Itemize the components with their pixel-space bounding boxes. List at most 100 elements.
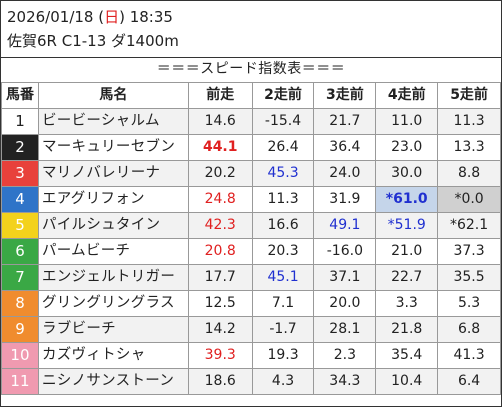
- table-row: 9 ラブビーチ 14.2 -1.7 28.1 21.8 6.8: [1, 316, 501, 343]
- horse-number-badge: 4: [1, 186, 39, 213]
- last-race-value: 12.5: [187, 290, 253, 317]
- header-divider: [1, 57, 501, 58]
- horse-name: マリノバレリーナ: [37, 160, 189, 187]
- 2-races-ago-value: 7.1: [251, 290, 315, 317]
- last-race-value: 20.8: [187, 238, 253, 265]
- table-row: 7 エンジェルトリガー 17.7 45.1 37.1 22.7 35.5: [1, 264, 501, 291]
- 2-races-ago-value: 45.3: [251, 160, 315, 187]
- last-race-value: 24.8: [187, 186, 253, 213]
- 4-races-ago-value: 35.4: [375, 342, 439, 369]
- last-race-value: 20.2: [187, 160, 253, 187]
- table-row: 10 カズヴィトシャ 39.3 19.3 2.3 35.4 41.3: [1, 342, 501, 369]
- horse-name: マーキュリーセブン: [37, 134, 189, 161]
- 2-races-ago-value: -1.7: [251, 316, 315, 343]
- last-race-value: 39.3: [187, 342, 253, 369]
- horse-number-badge: 2: [1, 134, 39, 161]
- col-header-horse-name: 馬名: [37, 82, 189, 109]
- table-row: 1 ビービーシャルム 14.6 -15.4 21.7 11.0 11.3: [1, 108, 501, 135]
- 4-races-ago-value: 30.0: [375, 160, 439, 187]
- horse-number-badge: 6: [1, 238, 39, 265]
- 5-races-ago-value: 13.3: [437, 134, 501, 161]
- 5-races-ago-value: 6.8: [437, 316, 501, 343]
- last-race-value: 14.2: [187, 316, 253, 343]
- table-row: 4 エアグリフォン 24.8 11.3 31.9 *61.0 *0.0: [1, 186, 501, 213]
- 2-races-ago-value: 16.6: [251, 212, 315, 239]
- 3-races-ago-value: 36.4: [313, 134, 377, 161]
- 4-races-ago-value: 21.0: [375, 238, 439, 265]
- table-row: 6 パームビーチ 20.8 20.3 -16.0 21.0 37.3: [1, 238, 501, 265]
- horse-number-badge: 3: [1, 160, 39, 187]
- horse-name: パイルシュタイン: [37, 212, 189, 239]
- 2-races-ago-value: 26.4: [251, 134, 315, 161]
- 2-races-ago-value: 20.3: [251, 238, 315, 265]
- race-info: 佐賀6R C1-13 ダ1400m: [7, 32, 179, 50]
- date-text: 2026/01/18 (: [7, 8, 105, 26]
- weekday-text: 日: [104, 8, 120, 26]
- 2-races-ago-value: 19.3: [251, 342, 315, 369]
- 5-races-ago-value: *62.1: [437, 212, 501, 239]
- 4-races-ago-value: *61.0: [375, 186, 439, 213]
- 5-races-ago-value: 35.5: [437, 264, 501, 291]
- 2-races-ago-value: 4.3: [251, 368, 315, 395]
- time-text: ) 18:35: [119, 8, 173, 26]
- 3-races-ago-value: 49.1: [313, 212, 377, 239]
- horse-name: ビービーシャルム: [37, 108, 189, 135]
- table-row: 3 マリノバレリーナ 20.2 45.3 24.0 30.0 8.8: [1, 160, 501, 187]
- 5-races-ago-value: 5.3: [437, 290, 501, 317]
- horse-name: エンジェルトリガー: [37, 264, 189, 291]
- 5-races-ago-value: *0.0: [437, 186, 501, 213]
- 3-races-ago-value: 20.0: [313, 290, 377, 317]
- speed-index-table: 馬番 馬名 前走 2走前 3走前 4走前 5走前 1 ビービーシャルム 14.6 -1…: [1, 82, 501, 395]
- last-race-value: 17.7: [187, 264, 253, 291]
- last-race-value: 42.3: [187, 212, 253, 239]
- 4-races-ago-value: 11.0: [375, 108, 439, 135]
- 3-races-ago-value: -16.0: [313, 238, 377, 265]
- last-race-value: 44.1: [187, 134, 253, 161]
- 5-races-ago-value: 11.3: [437, 108, 501, 135]
- col-header-3-races-ago: 3走前: [313, 82, 377, 109]
- table-title: ＝＝＝スピード指数表＝＝＝: [156, 61, 346, 77]
- 5-races-ago-value: 8.8: [437, 160, 501, 187]
- 5-races-ago-value: 37.3: [437, 238, 501, 265]
- horse-number-badge: 7: [1, 264, 39, 291]
- horse-number-badge: 11: [1, 368, 39, 395]
- 3-races-ago-value: 28.1: [313, 316, 377, 343]
- horse-name: ラブビーチ: [37, 316, 189, 343]
- table-row: 2 マーキュリーセブン 44.1 26.4 36.4 23.0 13.3: [1, 134, 501, 161]
- 3-races-ago-value: 31.9: [313, 186, 377, 213]
- 4-races-ago-value: 22.7: [375, 264, 439, 291]
- 3-races-ago-value: 34.3: [313, 368, 377, 395]
- 2-races-ago-value: 45.1: [251, 264, 315, 291]
- 4-races-ago-value: 23.0: [375, 134, 439, 161]
- table-header-row: 馬番 馬名 前走 2走前 3走前 4走前 5走前: [1, 82, 501, 109]
- 2-races-ago-value: 11.3: [251, 186, 315, 213]
- table-row: 5 パイルシュタイン 42.3 16.6 49.1 *51.9 *62.1: [1, 212, 501, 239]
- last-race-value: 18.6: [187, 368, 253, 395]
- 2-races-ago-value: -15.4: [251, 108, 315, 135]
- horse-name: パームビーチ: [37, 238, 189, 265]
- 4-races-ago-value: *51.9: [375, 212, 439, 239]
- 4-races-ago-value: 10.4: [375, 368, 439, 395]
- 4-races-ago-value: 3.3: [375, 290, 439, 317]
- horse-number-badge: 8: [1, 290, 39, 317]
- horse-name: エアグリフォン: [37, 186, 189, 213]
- 3-races-ago-value: 24.0: [313, 160, 377, 187]
- col-header-4-races-ago: 4走前: [375, 82, 439, 109]
- col-header-2-races-ago: 2走前: [251, 82, 315, 109]
- horse-name: ニシノサンストーン: [37, 368, 189, 395]
- col-header-5-races-ago: 5走前: [437, 82, 501, 109]
- col-header-last-race: 前走: [187, 82, 253, 109]
- horse-number-badge: 9: [1, 316, 39, 343]
- race-datetime: 2026/01/18 (日) 18:35: [7, 7, 173, 27]
- 4-races-ago-value: 21.8: [375, 316, 439, 343]
- horse-name: カズヴィトシャ: [37, 342, 189, 369]
- horse-number-badge: 1: [1, 108, 39, 135]
- 5-races-ago-value: 6.4: [437, 368, 501, 395]
- 3-races-ago-value: 21.7: [313, 108, 377, 135]
- horse-name: グリングリングラス: [37, 290, 189, 317]
- horse-number-badge: 5: [1, 212, 39, 239]
- horse-number-badge: 10: [1, 342, 39, 369]
- table-row: 8 グリングリングラス 12.5 7.1 20.0 3.3 5.3: [1, 290, 501, 317]
- last-race-value: 14.6: [187, 108, 253, 135]
